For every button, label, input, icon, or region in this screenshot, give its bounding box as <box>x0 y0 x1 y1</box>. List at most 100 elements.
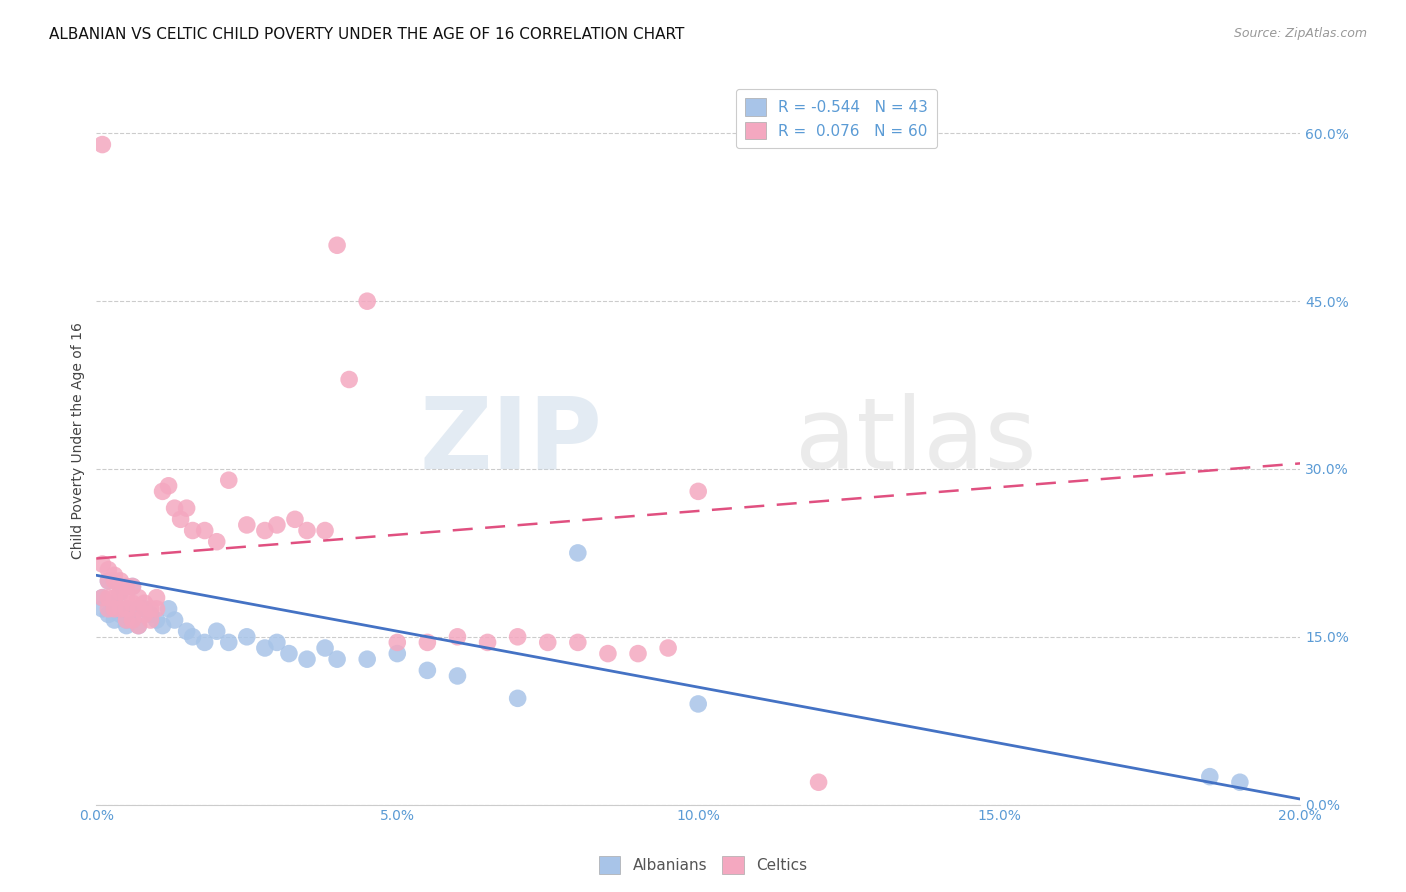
Text: ALBANIAN VS CELTIC CHILD POVERTY UNDER THE AGE OF 16 CORRELATION CHART: ALBANIAN VS CELTIC CHILD POVERTY UNDER T… <box>49 27 685 42</box>
Point <box>157 479 180 493</box>
Point <box>103 591 125 605</box>
Point <box>356 294 378 309</box>
Point <box>115 591 138 605</box>
Point <box>416 635 439 649</box>
Point <box>446 669 468 683</box>
Point <box>284 512 307 526</box>
Point <box>567 546 589 560</box>
Point <box>387 647 409 661</box>
Point <box>134 602 156 616</box>
Point <box>103 613 125 627</box>
Point <box>194 524 217 538</box>
Point <box>387 635 409 649</box>
Point <box>110 574 132 588</box>
Point <box>91 557 114 571</box>
Point <box>103 596 125 610</box>
Point <box>115 579 138 593</box>
Point <box>506 630 529 644</box>
Point <box>152 484 174 499</box>
Point <box>91 591 114 605</box>
Point <box>194 635 217 649</box>
Point <box>134 607 156 622</box>
Point <box>121 596 143 610</box>
Point <box>1198 770 1220 784</box>
Text: atlas: atlas <box>794 392 1036 490</box>
Point <box>326 652 349 666</box>
Point <box>688 484 710 499</box>
Point <box>253 524 276 538</box>
Point <box>356 652 378 666</box>
Point <box>278 647 301 661</box>
Point <box>218 473 240 487</box>
Point <box>157 602 180 616</box>
Point <box>121 613 143 627</box>
Point <box>110 602 132 616</box>
Point <box>97 574 120 588</box>
Point <box>97 563 120 577</box>
Point <box>91 602 114 616</box>
Point <box>176 624 198 639</box>
Point <box>266 635 288 649</box>
Point <box>218 635 240 649</box>
Point <box>567 635 589 649</box>
Point <box>110 607 132 622</box>
Point <box>163 613 186 627</box>
Point <box>103 574 125 588</box>
Point <box>236 517 259 532</box>
Point <box>115 618 138 632</box>
Point <box>115 602 138 616</box>
Point <box>477 635 499 649</box>
Point <box>115 602 138 616</box>
Point <box>253 640 276 655</box>
Point <box>97 602 120 616</box>
Point <box>295 652 318 666</box>
Point <box>97 574 120 588</box>
Point <box>139 613 162 627</box>
Point <box>127 602 149 616</box>
Point <box>176 501 198 516</box>
Legend: Albanians, Celtics: Albanians, Celtics <box>593 850 813 880</box>
Point <box>688 697 710 711</box>
Point <box>236 630 259 644</box>
Point <box>127 591 149 605</box>
Point <box>127 618 149 632</box>
Text: Source: ZipAtlas.com: Source: ZipAtlas.com <box>1233 27 1367 40</box>
Point <box>537 635 560 649</box>
Point <box>163 501 186 516</box>
Text: ZIP: ZIP <box>419 392 602 490</box>
Point <box>110 585 132 599</box>
Point <box>110 585 132 599</box>
Point <box>1229 775 1251 789</box>
Point <box>115 613 138 627</box>
Point <box>506 691 529 706</box>
Point <box>314 640 336 655</box>
Point <box>103 602 125 616</box>
Point <box>145 613 167 627</box>
Point <box>139 602 162 616</box>
Point <box>145 591 167 605</box>
Point <box>807 775 830 789</box>
Point <box>134 596 156 610</box>
Point <box>127 602 149 616</box>
Point <box>145 602 167 616</box>
Point <box>181 630 204 644</box>
Point <box>139 607 162 622</box>
Point <box>627 647 650 661</box>
Point <box>337 372 360 386</box>
Point <box>97 591 120 605</box>
Point <box>121 579 143 593</box>
Point <box>103 568 125 582</box>
Point <box>266 517 288 532</box>
Point <box>446 630 468 644</box>
Point <box>121 579 143 593</box>
Point <box>326 238 349 252</box>
Point <box>97 607 120 622</box>
Point <box>121 613 143 627</box>
Point <box>127 618 149 632</box>
Point <box>169 512 191 526</box>
Legend: R = -0.544   N = 43, R =  0.076   N = 60: R = -0.544 N = 43, R = 0.076 N = 60 <box>735 88 938 148</box>
Point <box>657 640 679 655</box>
Point <box>295 524 318 538</box>
Point <box>152 618 174 632</box>
Point <box>181 524 204 538</box>
